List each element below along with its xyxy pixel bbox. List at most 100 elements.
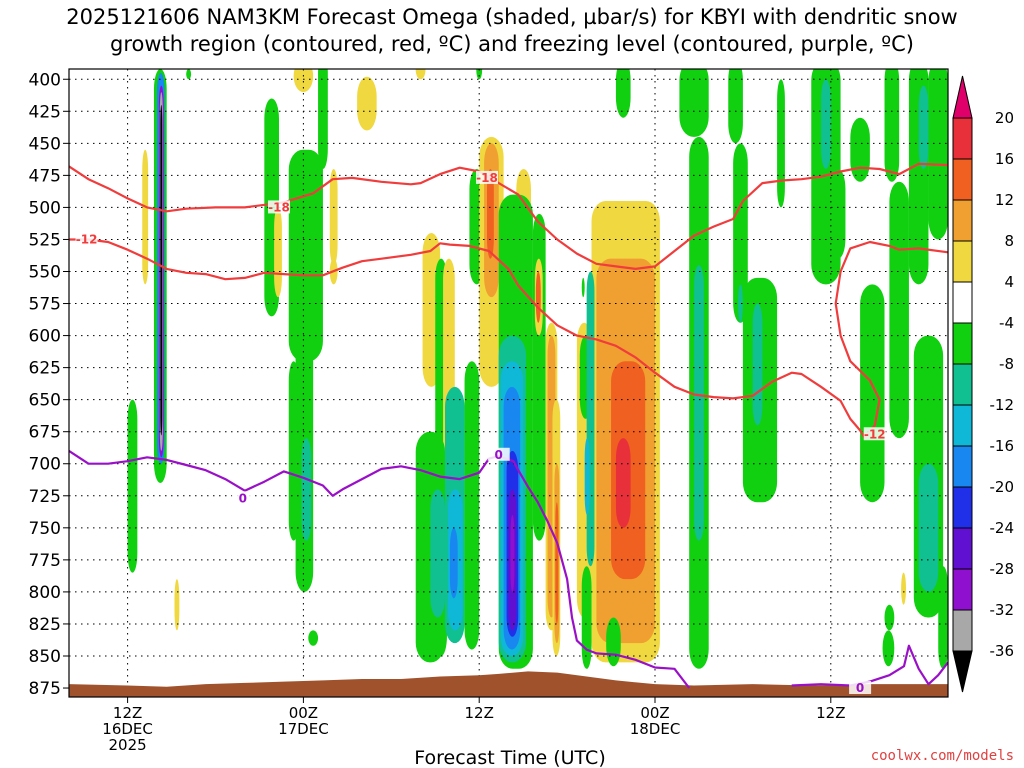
omega-cell-76 — [830, 168, 846, 259]
dgz-contour-line-3 — [834, 240, 948, 439]
omega-cell-25 — [430, 489, 446, 618]
y-tick-label-400: 400 — [29, 70, 61, 90]
omega-cell-65 — [679, 69, 709, 137]
dgz-contour-label-bg-1 — [476, 170, 499, 184]
omega-cell-88 — [882, 630, 895, 667]
dgz-contour-label-0: -18 — [268, 200, 290, 214]
x-tick-label-1-1: 17DEC — [278, 720, 329, 738]
x-tick-label-0-1: 16DEC — [102, 720, 153, 738]
colorbar-label-10: -24 — [990, 519, 1015, 537]
omega-cell-61 — [584, 438, 590, 516]
freezing-contour-label-bg-1 — [487, 447, 510, 461]
dgz-contour-label-bg-3 — [863, 427, 886, 441]
omega-cell-30 — [476, 69, 483, 80]
omega-cell-16 — [329, 168, 338, 266]
y-tick-label-575: 575 — [29, 295, 61, 315]
colorbar-swatch-9 — [952, 486, 973, 529]
colorbar-swatch-1 — [952, 158, 973, 201]
colorbar-label-9: -20 — [990, 478, 1015, 496]
y-tick-label-675: 675 — [29, 423, 61, 443]
dgz-contour-label-bg-0 — [267, 200, 290, 214]
y-tick-label-600: 600 — [29, 327, 61, 347]
plot-area: -18 -18 -12 -12 0 0 0 — [69, 69, 948, 697]
y-tick-label-500: 500 — [29, 198, 61, 218]
colorbar-label-12: -32 — [990, 601, 1015, 619]
freezing-contour-label-0: 0 — [239, 491, 247, 505]
colorbar-label-2: 12 — [995, 191, 1014, 209]
y-tick-label-725: 725 — [29, 487, 61, 507]
omega-cell-79 — [884, 69, 900, 182]
omega-cell-8 — [174, 579, 180, 631]
y-tick-label-525: 525 — [29, 230, 61, 250]
omega-cell-75 — [821, 79, 831, 169]
colorbar-swatch-5 — [952, 322, 973, 365]
freezing-level-contours: 0 0 0 — [69, 447, 948, 695]
omega-cell-63 — [606, 617, 621, 667]
omega-cell-52 — [581, 277, 585, 298]
omega-cell-89 — [901, 572, 907, 605]
omega-cell-73 — [777, 79, 785, 208]
dgz-contour-label-bg-2 — [75, 232, 98, 246]
omega-cell-64 — [615, 69, 631, 118]
y-tick-label-450: 450 — [29, 134, 61, 154]
colorbar-swatch-10 — [952, 527, 973, 570]
y-tick-label-425: 425 — [29, 102, 61, 122]
dgz-contour-line-0 — [69, 162, 948, 270]
omega-cell-70 — [738, 284, 743, 323]
terrain-ground — [69, 671, 948, 697]
omega-cell-20 — [415, 69, 426, 80]
omega-cell-72 — [752, 303, 763, 426]
omega-cell-18 — [288, 361, 299, 541]
y-tick-label-700: 700 — [29, 455, 61, 475]
colorbar-label-11: -28 — [990, 560, 1015, 578]
x-tick-label-1-0: 00Z — [289, 704, 318, 722]
colorbar-label-5: -4 — [999, 314, 1014, 332]
dgz-contour-label-2: -12 — [76, 232, 98, 246]
x-tick-label-3-0: 00Z — [640, 704, 669, 722]
colorbar-label-0: 20 — [995, 109, 1014, 127]
x-tick-label-2-0: 12Z — [465, 704, 494, 722]
dgz-contour-label-3: -12 — [864, 427, 886, 441]
colorbar-swatch-4 — [952, 281, 973, 324]
omega-cell-80 — [889, 181, 909, 439]
omega-cell-5 — [160, 104, 163, 436]
omega-cell-0 — [186, 69, 192, 80]
omega-cell-29 — [464, 361, 480, 650]
x-tick-label-3-1: 18DEC — [630, 720, 681, 738]
x-tick-label-0-2: 2025 — [109, 736, 147, 754]
colorbar-label-13: -36 — [990, 642, 1015, 660]
y-tick-label-850: 850 — [29, 647, 61, 667]
dgz-contour-label-1: -18 — [476, 171, 498, 185]
credit-text: coolwx.com/models — [871, 748, 1014, 764]
freezing-contour-label-bg-0 — [231, 491, 254, 505]
freezing-contour-label-2: 0 — [856, 681, 864, 695]
y-tick-label-625: 625 — [29, 359, 61, 379]
omega-cell-34 — [487, 168, 494, 259]
freezing-contour-line-2 — [791, 644, 948, 687]
freezing-contour-label-bg-2 — [849, 681, 872, 695]
colorbar-swatch-11 — [952, 568, 973, 611]
dgz-contour-line-2 — [69, 238, 866, 439]
omega-cell-46 — [535, 271, 541, 323]
colorbar-label-7: -12 — [990, 396, 1015, 414]
colorbar-swatch-6 — [952, 363, 973, 406]
colorbar-label-3: 8 — [1004, 232, 1014, 250]
chart-title-line-2: growth region (contoured, red, ºC) and f… — [110, 32, 914, 56]
y-tick-label-475: 475 — [29, 166, 61, 186]
x-axis-label: Forecast Time (UTC) — [414, 747, 605, 768]
colorbar-label-4: 4 — [1004, 273, 1014, 291]
omega-cell-6 — [142, 149, 149, 285]
colorbar-swatch-3 — [952, 240, 973, 283]
omega-cell-83 — [928, 69, 948, 240]
omega-cell-82 — [918, 85, 929, 169]
colorbar-label-1: 16 — [995, 150, 1014, 168]
y-tick-label-825: 825 — [29, 615, 61, 635]
omega-cell-17 — [308, 630, 319, 646]
omega-cell-11 — [293, 69, 314, 93]
omega-cell-60 — [586, 271, 595, 567]
colorbar-swatch-8 — [952, 445, 973, 488]
omega-cell-68 — [728, 69, 743, 144]
omega-cell-15 — [318, 69, 328, 169]
